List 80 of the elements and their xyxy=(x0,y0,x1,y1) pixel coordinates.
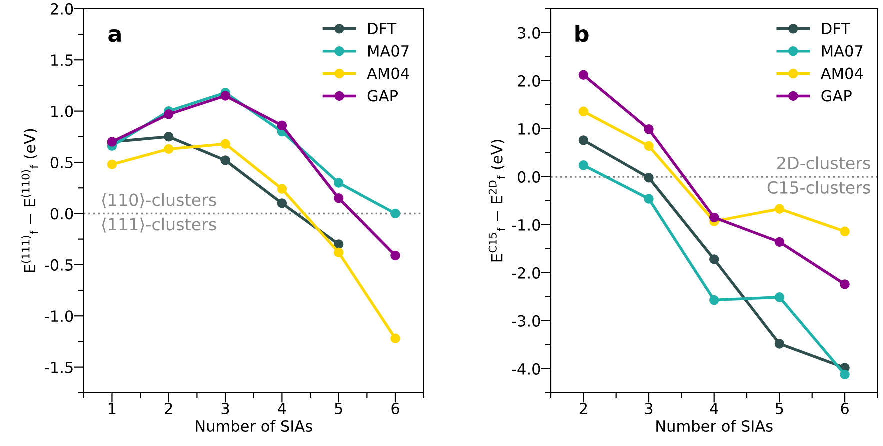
point xyxy=(578,136,589,146)
point xyxy=(774,204,785,214)
y-tick-label: 0.0 xyxy=(518,171,540,183)
point xyxy=(220,139,230,149)
point xyxy=(774,292,785,302)
point xyxy=(774,339,785,349)
legend-label: AM04 xyxy=(820,68,864,80)
x-tick-label: 5 xyxy=(776,403,784,414)
x-tick-label: 1 xyxy=(109,403,116,414)
x-tick-label: 6 xyxy=(392,402,400,414)
y-tick-label: 3.0 xyxy=(518,27,540,39)
x-tick-label: 5 xyxy=(335,403,342,414)
point xyxy=(390,334,400,344)
y-tick-label: -3.0 xyxy=(512,315,540,327)
point xyxy=(164,144,174,154)
point xyxy=(390,208,400,219)
legend-label: AM04 xyxy=(367,68,410,80)
y-tick-label: -1.0 xyxy=(45,310,74,322)
y-tick-label: -4.0 xyxy=(512,363,540,375)
y-tick-label: -0.5 xyxy=(45,259,73,271)
point xyxy=(220,91,230,101)
y-tick-label: 2.0 xyxy=(50,3,74,15)
point xyxy=(277,120,288,131)
y-tick-label: 1.5 xyxy=(52,54,73,66)
x-axis-title: Number of SIAs xyxy=(196,420,312,432)
point xyxy=(644,194,654,204)
annotation: ⟨110⟩-clusters xyxy=(102,193,216,208)
x-tick-label: 2 xyxy=(165,402,172,414)
point xyxy=(644,173,654,183)
y-tick-label: 1.0 xyxy=(518,123,540,135)
point xyxy=(709,295,720,306)
point xyxy=(107,160,118,170)
x-tick-label: 6 xyxy=(841,402,849,414)
point xyxy=(644,124,654,134)
x-tick-label: 4 xyxy=(278,403,286,414)
annotation: C15-clusters xyxy=(768,181,870,194)
y-tick-label: 0.5 xyxy=(50,156,73,169)
point xyxy=(644,141,654,152)
point xyxy=(164,132,174,142)
legend-label: GAP xyxy=(368,90,398,102)
point xyxy=(578,70,589,80)
point xyxy=(840,370,850,380)
legend-label: DFT xyxy=(368,23,397,34)
point xyxy=(709,254,720,264)
point xyxy=(220,156,230,166)
point xyxy=(334,178,344,188)
annotation: 2D-clusters xyxy=(778,156,870,170)
legend-label: GAP xyxy=(822,90,852,102)
annotation: a xyxy=(108,29,121,42)
y-tick-label: -2.0 xyxy=(512,267,540,279)
point xyxy=(578,106,589,117)
x-tick-label: 3 xyxy=(645,402,653,414)
x-tick-label: 3 xyxy=(222,402,230,414)
point xyxy=(334,240,344,250)
x-axis-title: Number of SIAs xyxy=(656,420,773,432)
y-tick-label: 1.0 xyxy=(52,106,74,118)
point xyxy=(578,160,589,170)
annotation: b xyxy=(576,25,589,42)
point xyxy=(840,280,850,290)
point xyxy=(164,110,174,120)
point xyxy=(709,212,720,223)
x-tick-label: 4 xyxy=(710,403,718,414)
y-axis-title: E$^{C15}$$_{f}$ − E$^{2D}$$_{f}$ (eV) xyxy=(488,140,506,262)
point xyxy=(840,226,850,237)
legend-label: MA07 xyxy=(368,45,409,57)
annotation: ⟨111⟩-clusters xyxy=(102,218,216,233)
point xyxy=(390,250,400,261)
point xyxy=(774,237,785,248)
point xyxy=(277,198,288,208)
x-tick-label: 2 xyxy=(580,402,587,414)
legend-label: MA07 xyxy=(822,45,863,57)
point xyxy=(277,184,288,194)
point xyxy=(334,194,344,204)
point xyxy=(334,248,344,258)
y-tick-label: -1.5 xyxy=(45,362,73,374)
y-axis-title: E$^{(111)}$$_{f}$ − E$^{(110)}$$_{f}$ (eV) xyxy=(22,129,38,272)
y-tick-label: -1.0 xyxy=(512,219,540,231)
legend-label: DFT xyxy=(822,23,851,34)
y-tick-label: 0.0 xyxy=(50,208,74,220)
y-tick-label: 2.0 xyxy=(518,75,540,87)
